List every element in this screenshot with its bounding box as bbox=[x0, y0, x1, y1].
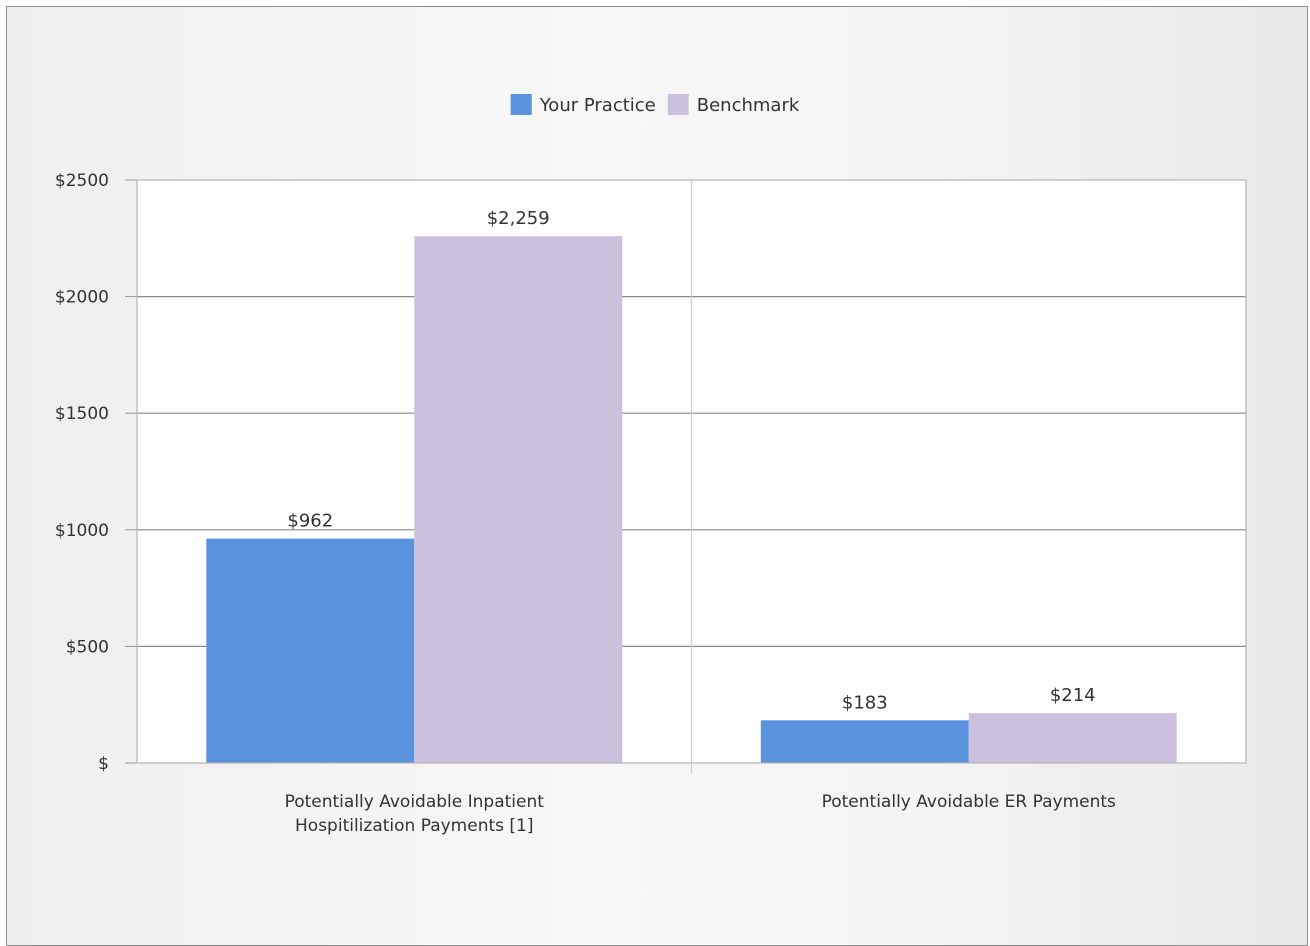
x-category-label: Potentially Avoidable ER Payments bbox=[822, 792, 1116, 812]
bar-your-practice[interactable] bbox=[760, 720, 969, 763]
y-tick-label: $1000 bbox=[55, 521, 109, 541]
legend-label: Benchmark bbox=[697, 95, 800, 116]
y-tick-label: $2000 bbox=[55, 288, 109, 308]
data-label: $962 bbox=[287, 511, 333, 532]
bar-benchmark[interactable] bbox=[968, 713, 1177, 763]
y-tick-label: $2500 bbox=[55, 171, 109, 191]
legend-item-your-practice[interactable]: Your Practice bbox=[510, 94, 656, 116]
bar-benchmark[interactable] bbox=[414, 236, 623, 764]
y-tick-label: $500 bbox=[66, 637, 109, 657]
y-tick-label: $ bbox=[98, 754, 109, 774]
data-label: $183 bbox=[842, 692, 888, 713]
bar-your-practice[interactable] bbox=[206, 538, 415, 763]
plot-border bbox=[136, 179, 1247, 764]
data-label: $2,259 bbox=[487, 208, 550, 229]
y-tick-label: $1500 bbox=[55, 404, 109, 424]
legend-swatch bbox=[510, 94, 532, 115]
legend-swatch bbox=[667, 94, 689, 115]
x-category-label: Potentially Avoidable Inpatient bbox=[285, 792, 545, 812]
x-category-label: Hospitilization Payments [1] bbox=[295, 816, 533, 836]
legend-label: Your Practice bbox=[539, 95, 656, 116]
data-label: $214 bbox=[1050, 685, 1096, 706]
legend-item-benchmark[interactable]: Benchmark bbox=[667, 94, 800, 116]
